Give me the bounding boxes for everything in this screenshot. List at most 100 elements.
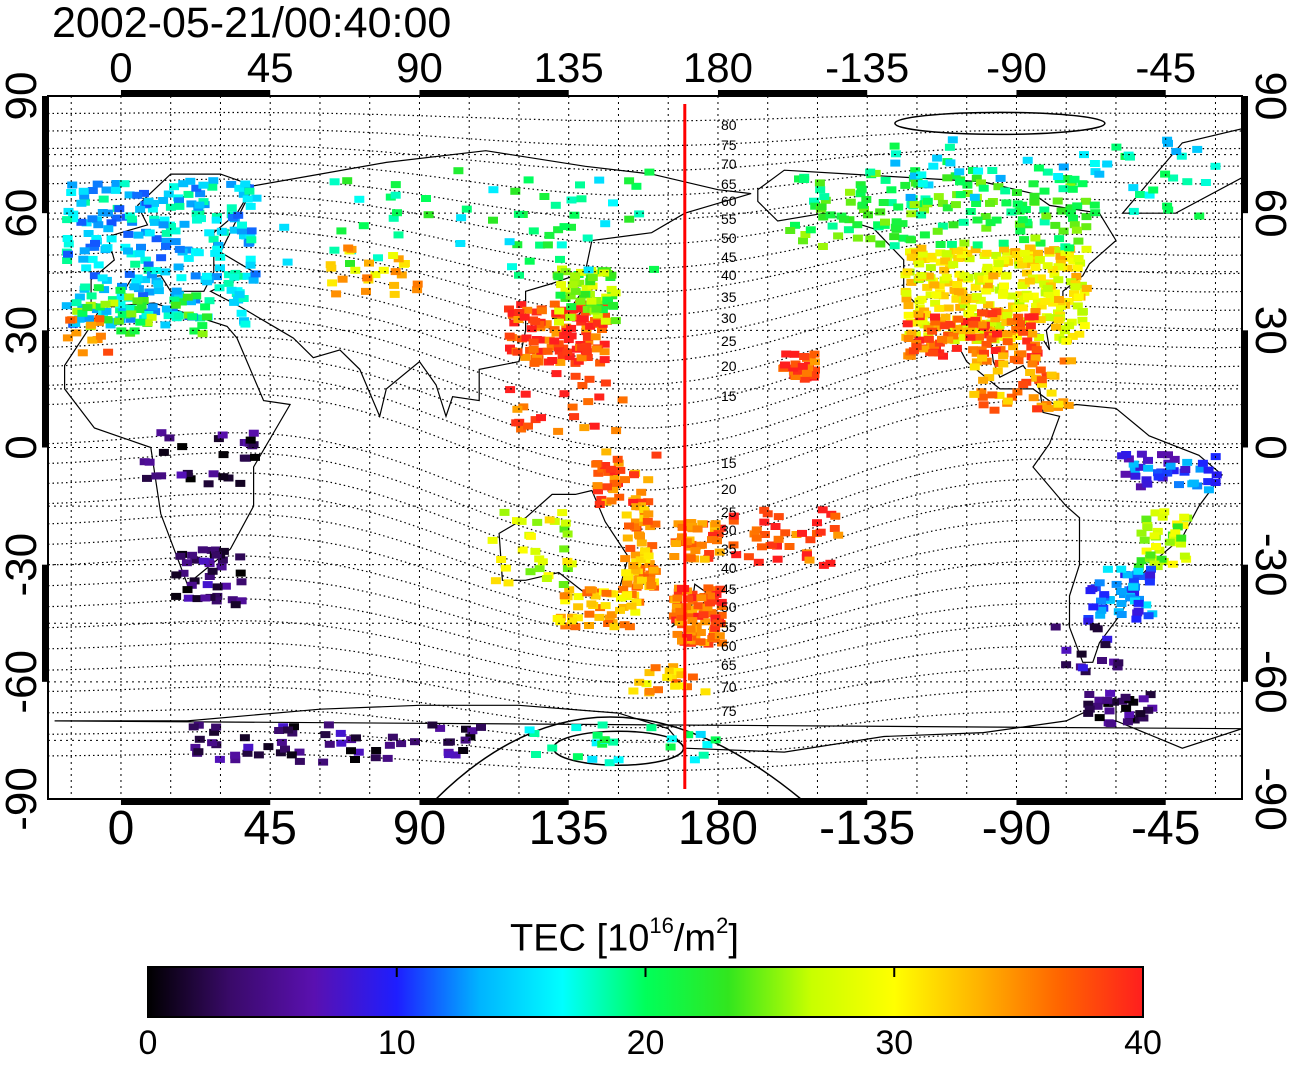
tec-point-us-south bbox=[1006, 318, 1017, 326]
tec-point-europe bbox=[212, 245, 223, 253]
tec-point-hawaii bbox=[799, 353, 810, 360]
tec-point-canada bbox=[838, 215, 849, 223]
contour-line bbox=[48, 730, 1242, 758]
tec-point-south-pacific bbox=[770, 523, 781, 530]
tec-point-china bbox=[555, 358, 566, 366]
tec-point-south-america-south bbox=[1104, 596, 1115, 603]
tec-point-china bbox=[507, 309, 518, 317]
tec-point-africa-south bbox=[217, 556, 228, 564]
tec-point-south-america-mid bbox=[1152, 527, 1163, 535]
tec-point-antarctica-ross bbox=[608, 738, 619, 746]
tec-point-china bbox=[582, 354, 593, 361]
tec-point-south-america-mid bbox=[1156, 555, 1167, 563]
tec-point-south-america-north bbox=[1128, 460, 1139, 468]
contour-label: 45 bbox=[721, 581, 737, 597]
tec-point-arctic-canada bbox=[891, 150, 901, 158]
tec-point-canada bbox=[968, 167, 978, 174]
tec-point-arctic-canada bbox=[1162, 202, 1173, 210]
tec-point-europe bbox=[161, 237, 172, 245]
tec-point-south-america-south bbox=[1143, 612, 1154, 620]
tec-point-europe bbox=[201, 272, 212, 280]
tec-point-north-america bbox=[986, 319, 997, 327]
tec-point-mexico bbox=[1018, 381, 1029, 388]
tec-point-mexico bbox=[989, 406, 1000, 414]
tec-point-canada bbox=[993, 183, 1004, 191]
tec-point-china bbox=[546, 343, 557, 351]
tec-point-indonesia bbox=[615, 466, 626, 474]
tec-point-canada bbox=[880, 176, 891, 184]
tec-point-siberia bbox=[461, 205, 472, 213]
tec-point-china bbox=[559, 332, 570, 340]
tec-point-canada bbox=[898, 234, 909, 242]
tec-point-philippines bbox=[559, 390, 570, 398]
tec-point-patagonia bbox=[1112, 663, 1123, 671]
tec-point-south-america-mid bbox=[1136, 557, 1147, 565]
tec-point-canada bbox=[906, 236, 916, 244]
tec-point-australia-east bbox=[636, 576, 647, 584]
tec-point-north-america bbox=[919, 256, 930, 263]
tec-point-new-zealand bbox=[703, 584, 714, 592]
tec-point-patagonia bbox=[1061, 646, 1072, 654]
tec-point-japan bbox=[610, 289, 621, 297]
border-bar-bottom bbox=[717, 800, 868, 805]
tec-point-europe bbox=[144, 288, 155, 296]
tec-point-fiji bbox=[677, 523, 688, 531]
tec-point-south-america-north bbox=[1129, 466, 1140, 474]
tec-point-siberia bbox=[566, 196, 577, 204]
tec-point-europe bbox=[242, 272, 253, 280]
tec-point-north-america bbox=[1077, 316, 1088, 324]
tec-point-south-america-south bbox=[1096, 606, 1107, 614]
tec-point-canada bbox=[809, 197, 819, 205]
tec-point-new-zealand bbox=[706, 609, 716, 617]
tec-point-europe-south bbox=[132, 297, 143, 305]
tec-point-south-america-south bbox=[1133, 567, 1144, 575]
tec-point-africa-south bbox=[187, 551, 198, 559]
tec-point-antarctica-east bbox=[460, 736, 471, 744]
tec-point-europe bbox=[210, 249, 221, 257]
tec-point-canada bbox=[852, 234, 863, 242]
tec-point-canada bbox=[843, 226, 854, 234]
tec-point-mexico bbox=[978, 376, 989, 384]
tec-point-caspian bbox=[412, 286, 423, 294]
tec-point-fiji bbox=[669, 553, 680, 560]
tec-point-canada bbox=[897, 220, 908, 228]
tec-point-antarctica-ross bbox=[597, 721, 608, 729]
contour-label: 65 bbox=[721, 657, 737, 673]
tec-point-europe bbox=[238, 295, 249, 302]
tec-point-europe bbox=[214, 284, 225, 292]
tec-point-australia-west bbox=[516, 517, 527, 525]
tec-point-us-south bbox=[1024, 313, 1035, 321]
tec-point-africa-south bbox=[200, 594, 211, 602]
tec-point-antarctic-peninsula bbox=[1138, 695, 1149, 703]
tec-point-philippines bbox=[511, 419, 522, 427]
tec-point-antarctic-peninsula bbox=[1145, 691, 1156, 699]
tec-point-new-zealand bbox=[714, 632, 725, 640]
tec-point-antarctica-east bbox=[193, 721, 204, 729]
tec-point-africa-south bbox=[210, 546, 221, 554]
tec-point-patagonia bbox=[1113, 659, 1124, 667]
tec-point-south-america-south bbox=[1102, 565, 1113, 573]
tec-point-europe bbox=[97, 274, 108, 282]
tec-point-patagonia bbox=[1050, 623, 1061, 631]
tec-point-canada bbox=[1014, 207, 1025, 215]
lon-tick-bottom: 180 bbox=[678, 802, 758, 855]
tec-point-north-america bbox=[949, 337, 960, 345]
tec-point-europe bbox=[87, 255, 98, 263]
tec-point-australia-east bbox=[628, 562, 639, 570]
tec-point-mexico bbox=[969, 363, 980, 371]
tec-point-north-america bbox=[1024, 326, 1035, 334]
lon-tick-top: 0 bbox=[109, 44, 132, 91]
contour-line bbox=[48, 161, 1242, 196]
tec-point-antarctica-ross bbox=[666, 735, 677, 743]
tec-point-south-america-mid bbox=[1176, 540, 1186, 548]
tec-point-arctic-canada bbox=[1020, 206, 1031, 213]
tec-point-australia-west bbox=[559, 525, 570, 533]
tec-point-arctic-canada bbox=[1125, 153, 1135, 161]
tec-point-north-america bbox=[1024, 244, 1035, 252]
tec-point-europe-south bbox=[146, 313, 157, 321]
tec-point-australia-east bbox=[624, 522, 634, 530]
tec-point-mexico bbox=[1037, 380, 1047, 388]
tec-point-china bbox=[536, 307, 547, 315]
tec-point-siberia bbox=[373, 254, 383, 262]
tec-point-south-america-south bbox=[1145, 571, 1156, 579]
